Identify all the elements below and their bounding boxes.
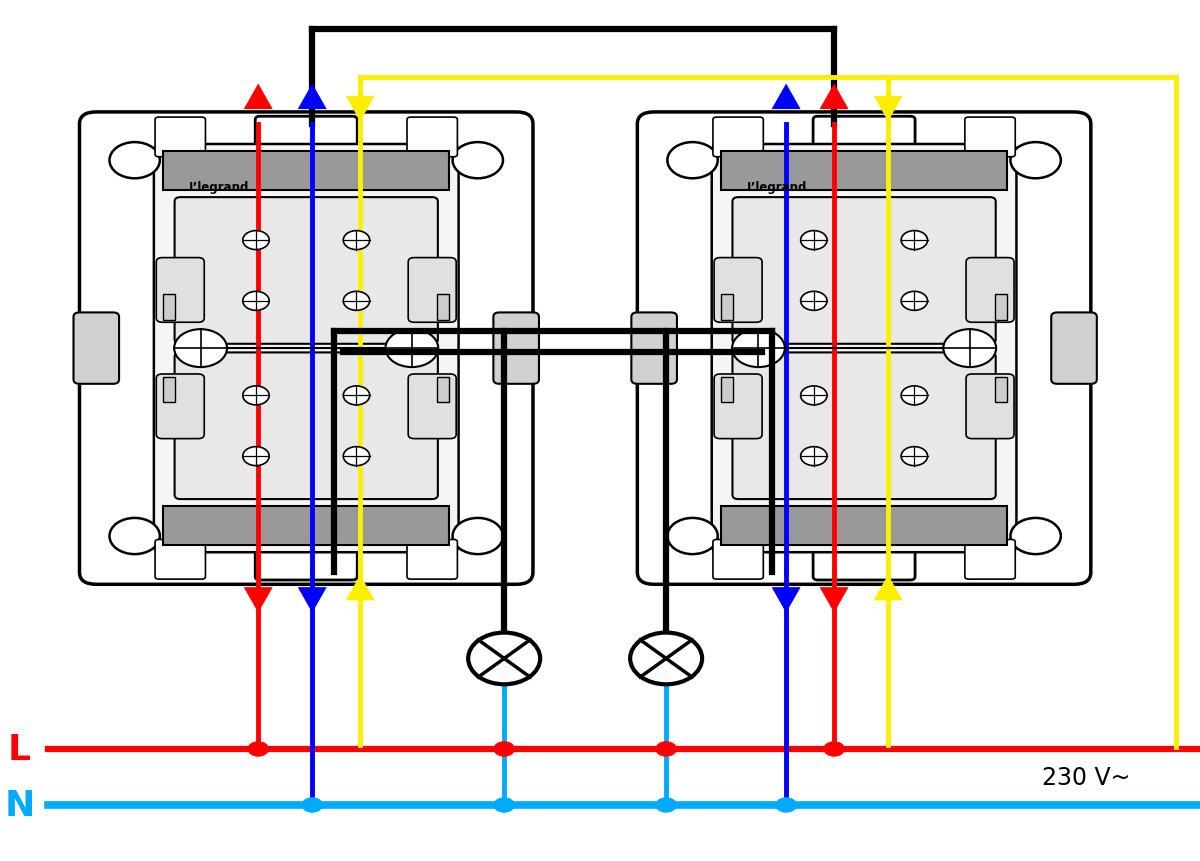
FancyBboxPatch shape (156, 375, 204, 439)
Circle shape (343, 292, 370, 311)
Polygon shape (820, 84, 848, 110)
Circle shape (1010, 518, 1061, 554)
Polygon shape (820, 587, 848, 613)
FancyBboxPatch shape (256, 117, 358, 152)
Bar (721, 294, 733, 320)
Circle shape (667, 143, 718, 179)
FancyBboxPatch shape (631, 313, 677, 384)
FancyBboxPatch shape (965, 540, 1015, 579)
FancyBboxPatch shape (732, 353, 996, 499)
FancyBboxPatch shape (256, 546, 358, 580)
FancyBboxPatch shape (714, 375, 762, 439)
Circle shape (800, 292, 827, 311)
FancyBboxPatch shape (408, 375, 456, 439)
Bar (163, 152, 449, 191)
Circle shape (667, 518, 718, 554)
FancyBboxPatch shape (174, 353, 438, 499)
Circle shape (242, 232, 269, 251)
Polygon shape (298, 84, 326, 110)
FancyBboxPatch shape (407, 118, 457, 158)
Circle shape (174, 330, 227, 368)
FancyBboxPatch shape (966, 258, 1014, 323)
FancyBboxPatch shape (493, 313, 539, 384)
FancyBboxPatch shape (174, 198, 438, 344)
Circle shape (109, 143, 160, 179)
Text: L: L (8, 732, 31, 766)
Circle shape (901, 292, 928, 311)
Circle shape (655, 797, 677, 813)
FancyBboxPatch shape (814, 117, 916, 152)
FancyBboxPatch shape (79, 113, 533, 585)
FancyBboxPatch shape (73, 313, 119, 384)
Text: L’legrand: L’legrand (746, 181, 806, 194)
Text: 230 V~: 230 V~ (1042, 765, 1130, 790)
Bar (721, 506, 1007, 546)
FancyBboxPatch shape (966, 375, 1014, 439)
Circle shape (247, 741, 269, 757)
Bar (163, 377, 175, 403)
Circle shape (901, 447, 928, 466)
Circle shape (901, 387, 928, 406)
Circle shape (468, 633, 540, 684)
Bar (995, 294, 1007, 320)
Circle shape (800, 232, 827, 251)
Polygon shape (298, 587, 326, 613)
Polygon shape (244, 587, 272, 613)
Circle shape (343, 232, 370, 251)
Bar (721, 152, 1007, 191)
Polygon shape (772, 84, 800, 110)
Bar (995, 377, 1007, 403)
Circle shape (800, 447, 827, 466)
Circle shape (493, 741, 515, 757)
Circle shape (732, 330, 785, 368)
Circle shape (242, 292, 269, 311)
Polygon shape (772, 587, 800, 613)
Circle shape (242, 387, 269, 406)
Circle shape (823, 741, 845, 757)
Circle shape (452, 143, 503, 179)
Polygon shape (346, 96, 374, 122)
Circle shape (630, 633, 702, 684)
FancyBboxPatch shape (814, 546, 916, 580)
FancyBboxPatch shape (965, 118, 1015, 158)
Polygon shape (874, 96, 902, 122)
Circle shape (452, 518, 503, 554)
FancyBboxPatch shape (408, 258, 456, 323)
Circle shape (1010, 143, 1061, 179)
Polygon shape (244, 84, 272, 110)
Polygon shape (346, 575, 374, 601)
FancyBboxPatch shape (155, 118, 205, 158)
FancyBboxPatch shape (154, 145, 458, 553)
FancyBboxPatch shape (407, 540, 457, 579)
Circle shape (301, 797, 323, 813)
Text: L’legrand: L’legrand (188, 181, 250, 194)
FancyBboxPatch shape (713, 118, 763, 158)
FancyBboxPatch shape (156, 258, 204, 323)
Circle shape (775, 797, 797, 813)
FancyBboxPatch shape (714, 258, 762, 323)
FancyBboxPatch shape (732, 198, 996, 344)
Circle shape (343, 447, 370, 466)
Circle shape (655, 741, 677, 757)
Bar (163, 294, 175, 320)
FancyBboxPatch shape (713, 540, 763, 579)
Bar (437, 294, 449, 320)
Text: N: N (5, 788, 35, 822)
Bar (437, 377, 449, 403)
Circle shape (493, 797, 515, 813)
FancyBboxPatch shape (1051, 313, 1097, 384)
Polygon shape (874, 575, 902, 601)
Circle shape (385, 330, 438, 368)
Circle shape (109, 518, 160, 554)
Circle shape (901, 232, 928, 251)
Bar (163, 506, 449, 546)
FancyBboxPatch shape (712, 145, 1016, 553)
Bar (721, 377, 733, 403)
FancyBboxPatch shape (637, 113, 1091, 585)
Circle shape (343, 387, 370, 406)
Circle shape (943, 330, 996, 368)
FancyBboxPatch shape (155, 540, 205, 579)
Circle shape (242, 447, 269, 466)
Circle shape (800, 387, 827, 406)
